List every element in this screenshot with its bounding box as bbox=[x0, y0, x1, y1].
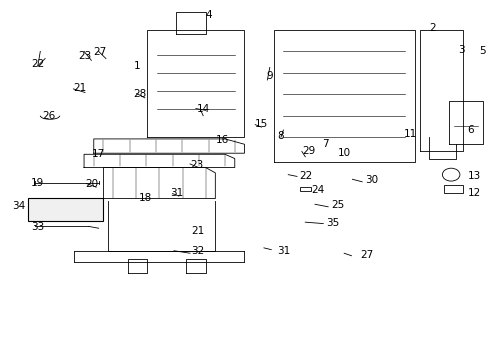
Text: 2: 2 bbox=[428, 23, 435, 33]
Text: 4: 4 bbox=[205, 10, 212, 19]
Text: 26: 26 bbox=[42, 111, 56, 121]
Text: 12: 12 bbox=[467, 188, 480, 198]
Text: 34: 34 bbox=[12, 201, 26, 211]
Text: 5: 5 bbox=[478, 46, 485, 57]
Text: 32: 32 bbox=[191, 247, 204, 256]
Text: 23: 23 bbox=[78, 51, 91, 61]
Text: 18: 18 bbox=[138, 193, 151, 203]
Text: 22: 22 bbox=[298, 171, 311, 181]
Text: 16: 16 bbox=[216, 135, 229, 145]
Text: 25: 25 bbox=[330, 200, 344, 210]
Text: 35: 35 bbox=[325, 218, 339, 228]
Text: 20: 20 bbox=[85, 179, 98, 189]
Bar bbox=[28, 198, 103, 221]
Text: 13: 13 bbox=[467, 171, 480, 181]
Text: 9: 9 bbox=[266, 71, 272, 81]
Text: 17: 17 bbox=[91, 149, 104, 159]
Text: 23: 23 bbox=[190, 160, 203, 170]
Text: 14: 14 bbox=[197, 104, 210, 113]
Text: 30: 30 bbox=[365, 175, 377, 185]
Text: 28: 28 bbox=[133, 89, 146, 99]
Text: 8: 8 bbox=[277, 131, 284, 141]
Text: 27: 27 bbox=[93, 47, 106, 57]
Text: 15: 15 bbox=[255, 119, 268, 129]
Text: 1: 1 bbox=[133, 61, 140, 71]
Text: 24: 24 bbox=[311, 185, 324, 195]
Text: 21: 21 bbox=[73, 83, 86, 93]
Text: 29: 29 bbox=[301, 147, 314, 157]
Text: 31: 31 bbox=[277, 246, 290, 256]
Text: 11: 11 bbox=[403, 129, 416, 139]
Bar bbox=[443, 185, 462, 193]
Text: 31: 31 bbox=[170, 188, 183, 198]
Text: 7: 7 bbox=[322, 139, 328, 149]
Text: 3: 3 bbox=[458, 45, 464, 55]
Text: 19: 19 bbox=[30, 178, 44, 188]
Text: 33: 33 bbox=[31, 222, 45, 232]
Text: 22: 22 bbox=[31, 59, 45, 69]
Text: 21: 21 bbox=[191, 226, 204, 236]
Bar bbox=[300, 187, 310, 192]
Text: 6: 6 bbox=[466, 125, 473, 135]
Text: 27: 27 bbox=[360, 250, 373, 260]
Text: 10: 10 bbox=[337, 148, 350, 158]
